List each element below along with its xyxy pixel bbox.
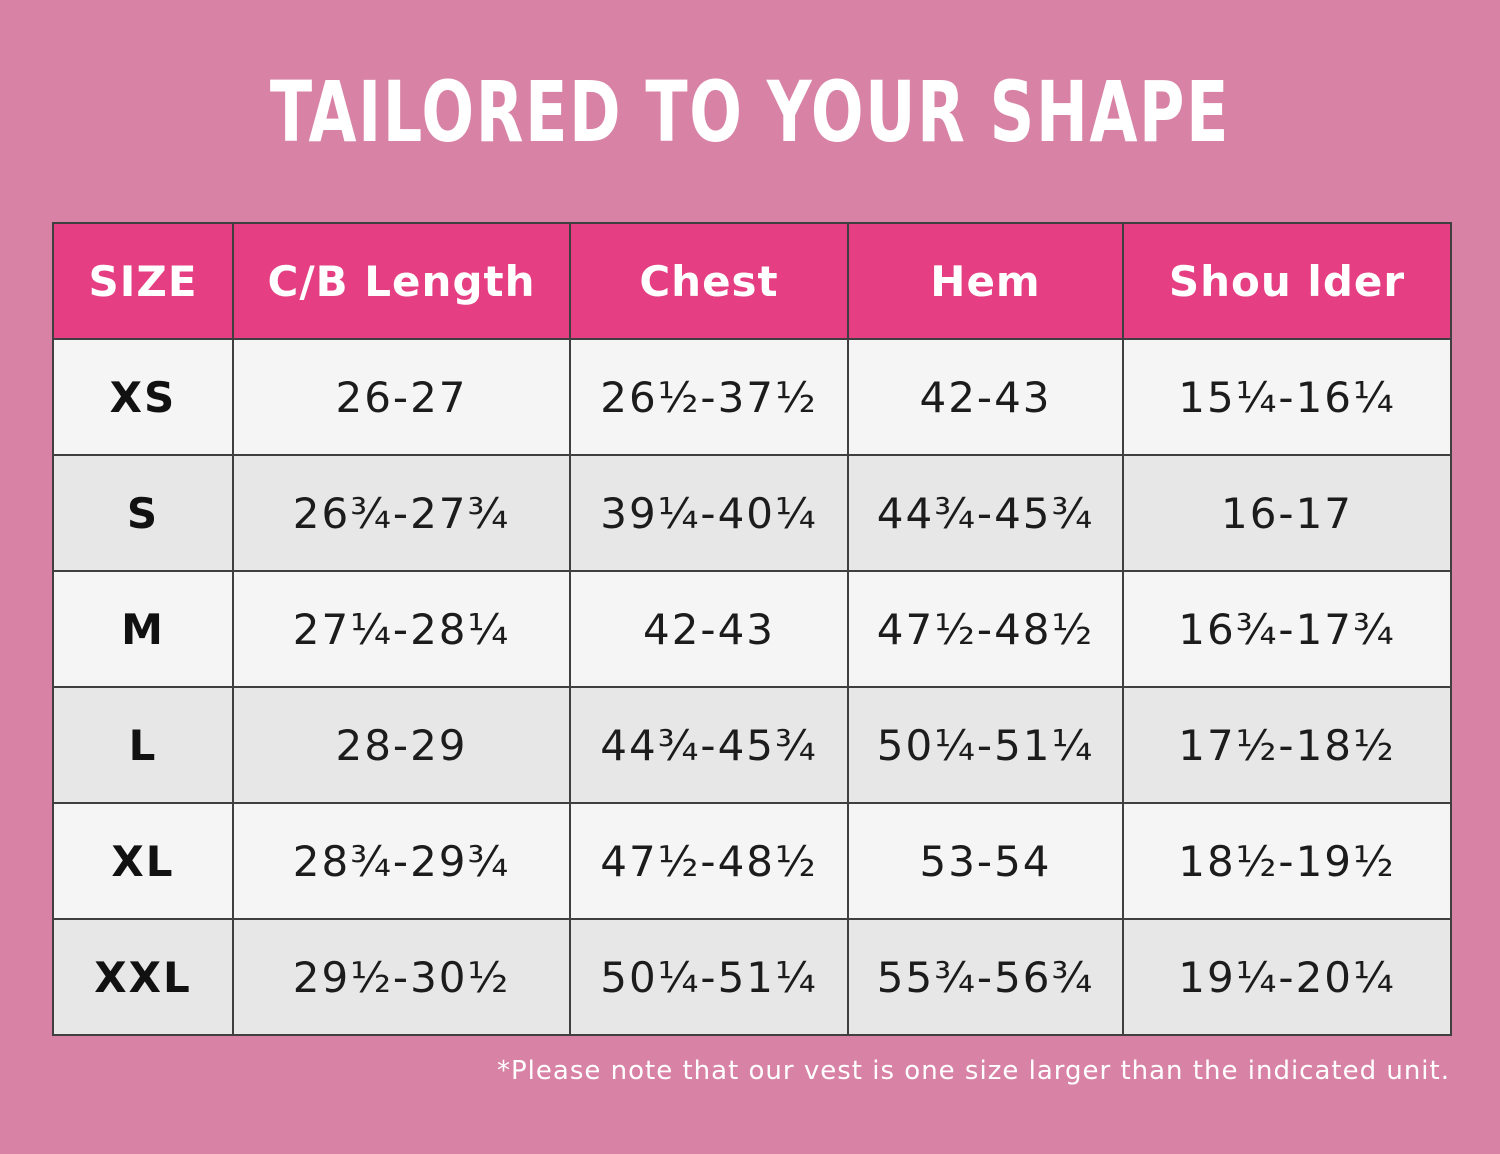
table-row: L 28-29 44¾-45¾ 50¼-51¼ 17½-18½ [52,686,1452,804]
hem-cell: 47½-48½ [847,570,1124,688]
footnote: *Please note that our vest is one size l… [496,1056,1450,1086]
chest-cell: 47½-48½ [569,802,849,920]
hem-cell: 44¾-45¾ [847,454,1124,572]
hem-cell: 53-54 [847,802,1124,920]
shoulder-cell: 17½-18½ [1122,686,1452,804]
table-row: XXL 29½-30½ 50¼-51¼ 55¾-56¾ 19¼-20¼ [52,918,1452,1036]
table-row: XL 28¾-29¾ 47½-48½ 53-54 18½-19½ [52,802,1452,920]
chest-cell: 42-43 [569,570,849,688]
cb-length-cell: 28¾-29¾ [232,802,571,920]
size-cell: M [52,570,234,688]
cb-length-cell: 26-27 [232,338,571,456]
shoulder-cell: 19¼-20¼ [1122,918,1452,1036]
shoulder-cell: 18½-19½ [1122,802,1452,920]
chest-cell: 44¾-45¾ [569,686,849,804]
cb-length-cell: 26¾-27¾ [232,454,571,572]
column-header-cb-length: C/B Length [232,222,571,340]
size-cell: XXL [52,918,234,1036]
column-header-chest: Chest [569,222,849,340]
chest-cell: 26½-37½ [569,338,849,456]
column-header-shoulder: Shou lder [1122,222,1452,340]
size-cell: S [52,454,234,572]
hem-cell: 50¼-51¼ [847,686,1124,804]
cb-length-cell: 27¼-28¼ [232,570,571,688]
shoulder-cell: 16-17 [1122,454,1452,572]
size-cell: XL [52,802,234,920]
size-cell: XS [52,338,234,456]
table-row: XS 26-27 26½-37½ 42-43 15¼-16¼ [52,338,1452,456]
chest-cell: 39¼-40¼ [569,454,849,572]
column-header-size: SIZE [52,222,234,340]
table-row: M 27¼-28¼ 42-43 47½-48½ 16¾-17¾ [52,570,1452,688]
chest-cell: 50¼-51¼ [569,918,849,1036]
table-header-row: SIZE C/B Length Chest Hem Shou lder [52,222,1452,340]
shoulder-cell: 16¾-17¾ [1122,570,1452,688]
hem-cell: 55¾-56¾ [847,918,1124,1036]
table-row: S 26¾-27¾ 39¼-40¼ 44¾-45¾ 16-17 [52,454,1452,572]
cb-length-cell: 29½-30½ [232,918,571,1036]
column-header-hem: Hem [847,222,1124,340]
size-chart-table: SIZE C/B Length Chest Hem Shou lder XS 2… [52,222,1452,1036]
page-title: TAILORED TO YOUR SHAPE [269,63,1231,161]
shoulder-cell: 15¼-16¼ [1122,338,1452,456]
hem-cell: 42-43 [847,338,1124,456]
cb-length-cell: 28-29 [232,686,571,804]
size-cell: L [52,686,234,804]
